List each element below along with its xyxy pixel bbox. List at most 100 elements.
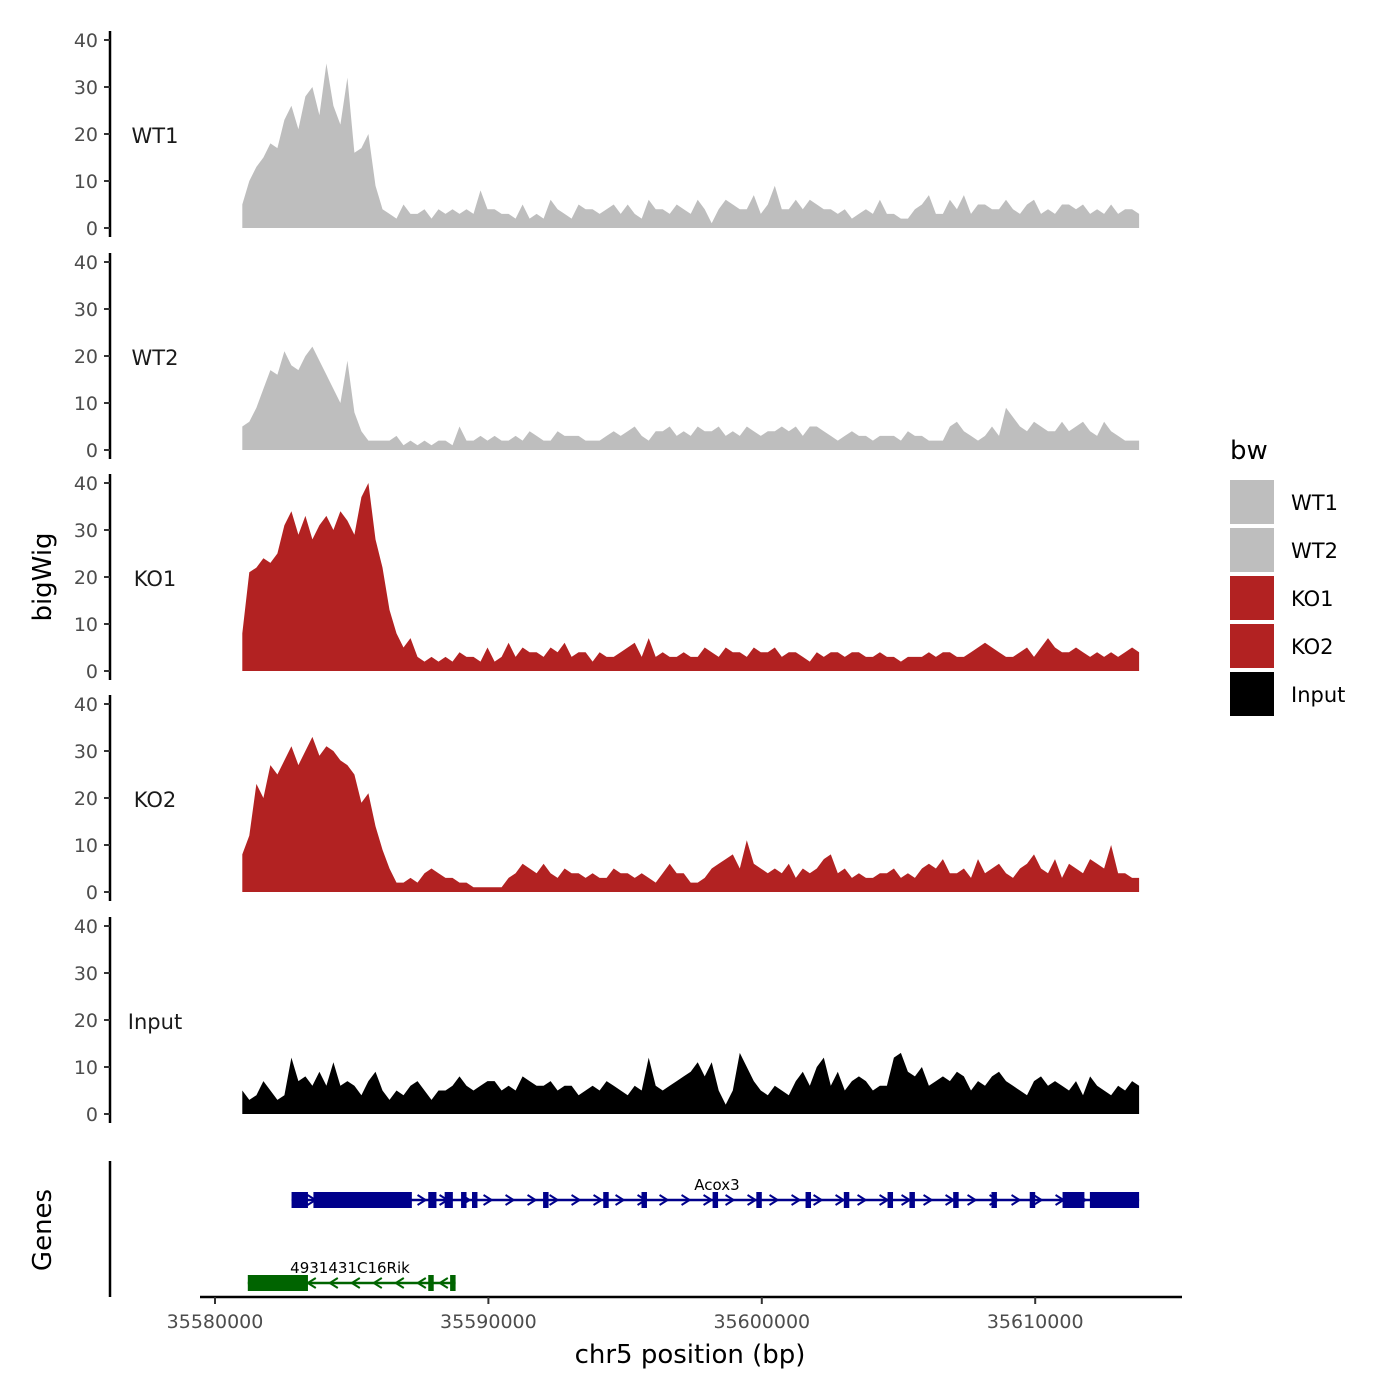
y-tick-label: 10	[74, 1057, 98, 1079]
strand-arrow	[349, 1277, 361, 1289]
exon	[887, 1192, 894, 1208]
y-tick-label: 20	[74, 346, 98, 368]
genes-track: Acox3 4931431C16Rik	[108, 1161, 1140, 1297]
strand-arrow	[857, 1194, 868, 1206]
y-tick-label: 0	[86, 882, 98, 904]
exon	[461, 1192, 467, 1208]
x-tick-label: 35600000	[713, 1311, 810, 1333]
legend-swatch-wt2	[1230, 528, 1274, 572]
y-tick-label: 0	[86, 661, 98, 683]
exon	[543, 1192, 549, 1208]
strand-arrow	[923, 1194, 934, 1206]
strand-arrow	[659, 1194, 670, 1206]
y-axis-title: bigWig	[28, 532, 58, 621]
legend-label-wt2: WT2	[1291, 539, 1338, 563]
strand-arrow	[571, 1194, 582, 1206]
exon	[1029, 1192, 1036, 1208]
strand-arrow	[483, 1194, 494, 1206]
exon	[909, 1192, 915, 1208]
strand-arrow	[747, 1194, 758, 1206]
legend-swatch-ko1	[1230, 576, 1274, 620]
y-tick-label: 20	[74, 1010, 98, 1032]
signal-area-input	[242, 1052, 1140, 1114]
strand-arrow	[437, 1277, 449, 1289]
legend: bw WT1 WT2 KO1 KO2 Input	[1230, 436, 1345, 716]
genes-track-title: Genes	[28, 1189, 58, 1271]
track-ko2: 0 10 20 30 40 KO2	[74, 694, 1140, 904]
track-label: WT1	[132, 124, 179, 148]
exon	[712, 1192, 719, 1208]
track-wt1: 0 10 20 30 40 WT1	[74, 30, 1140, 240]
strand-arrow	[1033, 1194, 1044, 1206]
y-tick-label: 20	[74, 124, 98, 146]
exon	[428, 1192, 437, 1208]
x-tick-label: 35610000	[987, 1311, 1084, 1333]
track-input: 0 10 20 30 40 Input	[74, 916, 1140, 1126]
y-tick-label: 30	[74, 741, 98, 763]
strand-arrow	[791, 1194, 802, 1206]
strand-arrow	[879, 1194, 890, 1206]
exon	[1089, 1192, 1140, 1208]
strand-arrow	[769, 1194, 780, 1206]
exon	[291, 1192, 308, 1208]
x-axis-title: chr5 position (bp)	[575, 1340, 806, 1370]
exon	[843, 1192, 850, 1208]
exon	[991, 1192, 997, 1208]
track-label: WT2	[132, 346, 179, 370]
strand-arrow	[681, 1194, 692, 1206]
y-tick-label: 10	[74, 614, 98, 636]
x-tick-label: 35590000	[440, 1311, 537, 1333]
strand-arrow	[615, 1194, 626, 1206]
y-tick-label: 0	[86, 218, 98, 240]
y-tick-label: 10	[74, 835, 98, 857]
y-tick-label: 30	[74, 520, 98, 542]
x-tick-label: 35580000	[167, 1311, 264, 1333]
legend-swatch-input	[1230, 672, 1274, 716]
y-tick-label: 0	[86, 440, 98, 462]
signal-area-wt2	[242, 346, 1140, 450]
y-tick-label: 40	[74, 252, 98, 274]
strand-arrow	[725, 1194, 736, 1206]
y-tick-label: 20	[74, 788, 98, 810]
track-label: KO1	[134, 567, 177, 591]
legend-label-wt1: WT1	[1291, 491, 1338, 515]
strand-arrow	[703, 1194, 714, 1206]
exon	[444, 1192, 453, 1208]
y-tick-label: 0	[86, 1104, 98, 1126]
y-tick-label: 40	[74, 473, 98, 495]
legend-label-ko1: KO1	[1291, 587, 1334, 611]
track-label: Input	[128, 1010, 182, 1034]
strand-arrow	[593, 1194, 604, 1206]
exon	[641, 1192, 647, 1208]
exon	[1062, 1192, 1085, 1208]
track-label: KO2	[134, 788, 177, 812]
strand-arrow	[327, 1277, 339, 1289]
strand-arrow	[527, 1194, 538, 1206]
y-tick-label: 10	[74, 171, 98, 193]
gene-4931431c16rik: 4931431C16Rik	[247, 1259, 456, 1291]
exon	[471, 1192, 478, 1208]
strand-arrow	[371, 1277, 383, 1289]
strand-arrow	[415, 1277, 427, 1289]
exon	[953, 1192, 959, 1208]
x-axis: 35580000 35590000 35600000 35610000	[167, 1295, 1182, 1333]
strand-arrow	[417, 1194, 428, 1206]
track-wt2: 0 10 20 30 40 WT2	[74, 252, 1140, 462]
y-tick-label: 40	[74, 30, 98, 52]
exon	[756, 1192, 762, 1208]
y-tick-label: 30	[74, 77, 98, 99]
strand-arrow	[1011, 1194, 1022, 1206]
legend-label-input: Input	[1291, 683, 1345, 707]
strand-arrow	[835, 1194, 846, 1206]
legend-swatch-ko2	[1230, 624, 1274, 668]
exon	[805, 1192, 812, 1208]
signal-tracks: 0 10 20 30 40 WT1 0 10 20 30 40 WT2 0 10 20 30 40 KO1 0 10 2…	[74, 30, 1140, 1126]
y-tick-label: 10	[74, 393, 98, 415]
y-tick-label: 30	[74, 963, 98, 985]
y-tick-label: 20	[74, 567, 98, 589]
signal-area-ko1	[242, 483, 1140, 671]
strand-arrow	[393, 1277, 405, 1289]
legend-title: bw	[1230, 436, 1268, 466]
signal-area-ko2	[242, 736, 1140, 892]
